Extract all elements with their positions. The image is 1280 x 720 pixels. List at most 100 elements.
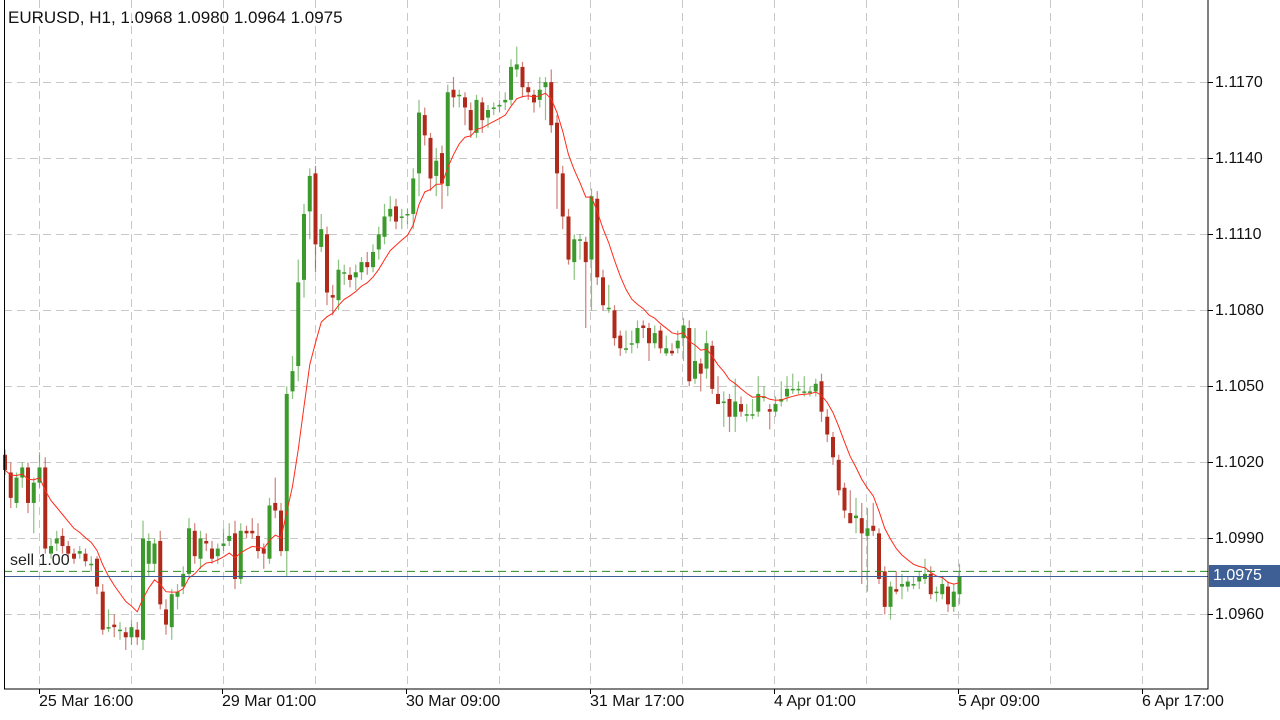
candle-body [388, 208, 393, 217]
candle-body [854, 515, 858, 519]
candle-body [336, 269, 341, 301]
bull-candle [445, 84, 450, 197]
bear-candle [330, 284, 335, 316]
bear-candle [560, 165, 565, 230]
candle-body [560, 173, 565, 217]
bull-candle [405, 208, 410, 225]
candle-body [204, 540, 209, 544]
bear-candle [825, 409, 830, 443]
sell-order-label[interactable]: sell 1.00 [10, 552, 70, 569]
candle-body [261, 548, 266, 554]
candle-body [486, 110, 490, 118]
candle-body [382, 216, 387, 237]
candle-body [595, 198, 600, 278]
candle-body [319, 229, 324, 247]
bull-candle [388, 196, 393, 222]
candle-body [819, 381, 824, 412]
candle-body [859, 518, 864, 534]
candle-body [566, 216, 571, 260]
bull-candle [227, 523, 232, 547]
candle-body [756, 393, 761, 412]
candle-body [296, 282, 301, 367]
bull-candle [813, 378, 818, 397]
bear-candle [831, 431, 835, 465]
bear-candle [877, 528, 881, 585]
bear-candle [244, 525, 249, 539]
x-tick-label: 30 Mar 09:00 [406, 693, 501, 710]
x-tick-label: 29 Mar 01:00 [222, 693, 317, 710]
y-tick-label: 1.1020 [1215, 453, 1264, 471]
candle-body [491, 107, 496, 109]
candle-body [284, 393, 289, 552]
candle-body [227, 535, 232, 541]
candle-body [589, 196, 594, 260]
y-tick-label: 1.1080 [1215, 301, 1264, 319]
x-tick-label: 31 Mar 17:00 [590, 693, 685, 710]
candle-body [687, 328, 692, 382]
candle-body [72, 553, 76, 559]
y-tick-label: 1.1110 [1215, 225, 1262, 243]
moving-average-line [4, 92, 960, 613]
bull-candle [900, 573, 904, 600]
candle-body [951, 591, 956, 607]
bull-candle [509, 59, 513, 105]
bull-candle [215, 543, 220, 564]
candle-body [233, 533, 237, 579]
candle-body [158, 540, 163, 605]
bull-candle [342, 264, 347, 285]
bull-candle [336, 259, 341, 311]
candle-body [583, 241, 588, 263]
candle-body [399, 216, 404, 218]
candle-body [445, 92, 450, 187]
candle-body [417, 112, 421, 174]
bear-candle [767, 404, 772, 430]
candle-body [152, 543, 157, 564]
candle-body [434, 160, 439, 176]
bear-candle [279, 502, 283, 557]
candle-body [727, 399, 732, 417]
bull-candle [434, 148, 439, 197]
bull-candle [537, 77, 542, 108]
candle-body [100, 591, 105, 630]
candle-body [767, 409, 772, 412]
bull-candle [589, 188, 594, 311]
bull-candle [514, 46, 519, 78]
candle-body [175, 591, 180, 597]
candle-body [135, 629, 140, 638]
bear-candle [871, 502, 876, 536]
candle-body [543, 82, 548, 88]
candle-body [215, 548, 220, 557]
current-price-tag: 1.0975 [1209, 565, 1280, 588]
candle-body [802, 391, 807, 393]
candle-body [89, 563, 94, 566]
bull-candle [664, 335, 669, 356]
bull-candle [267, 497, 272, 564]
bear-candle [480, 97, 485, 133]
bull-candle [14, 472, 19, 509]
bear-candle [463, 92, 467, 126]
candle-body [612, 310, 617, 339]
candle-body [877, 533, 881, 579]
candle-body [641, 325, 646, 329]
bull-candle [785, 376, 789, 402]
candle-body [785, 388, 789, 397]
bear-candle [95, 556, 99, 595]
bull-candle [54, 530, 59, 552]
bear-candle [555, 115, 559, 209]
candle-body [836, 459, 841, 491]
bull-candle [49, 538, 53, 559]
bull-candle [417, 99, 421, 197]
bull-candle [376, 226, 381, 260]
candle-body [422, 115, 427, 136]
bear-candle [66, 540, 71, 562]
candle-body [825, 416, 830, 435]
candle-body [146, 540, 151, 564]
candle-body [796, 388, 801, 391]
bull-candle [497, 99, 502, 113]
bull-candle [20, 462, 25, 488]
x-tick-label: 5 Apr 09:00 [958, 693, 1040, 710]
candle-body [463, 97, 467, 108]
candle-body [83, 553, 88, 562]
candle-body [428, 137, 433, 179]
